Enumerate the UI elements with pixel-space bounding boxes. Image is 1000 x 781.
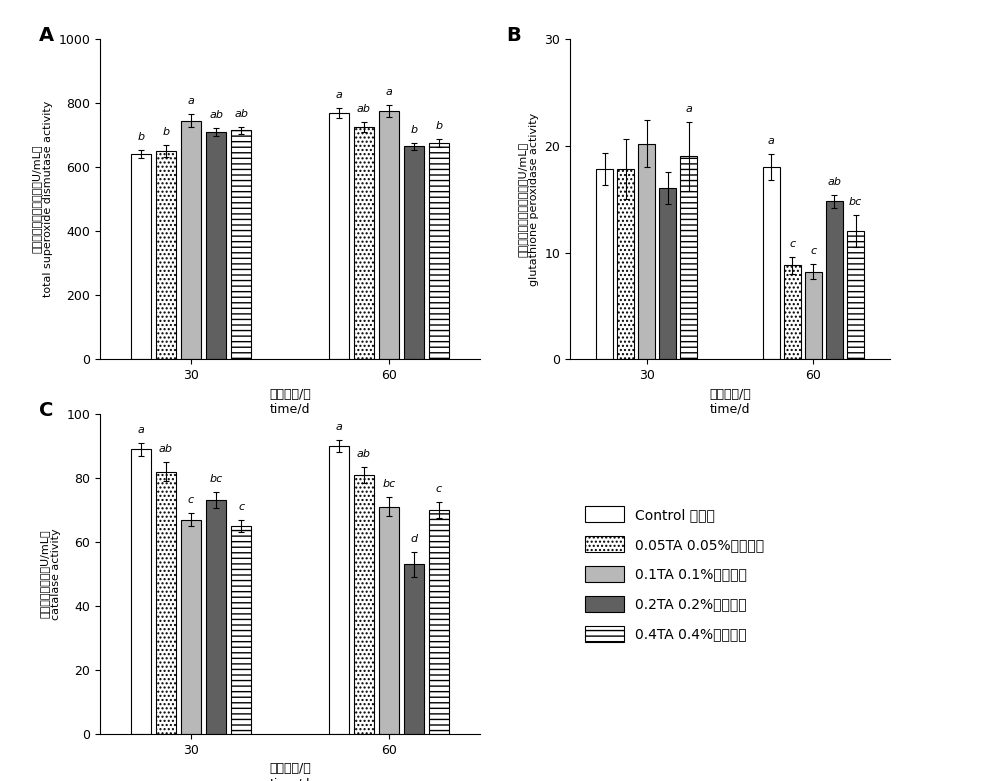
X-axis label: 养殖时间/天
time/d: 养殖时间/天 time/d bbox=[269, 387, 311, 415]
Y-axis label: 总超氧化物歧化酶活性（U/mL）
total superoxide dismutase activity: 总超氧化物歧化酶活性（U/mL） total superoxide dismut… bbox=[31, 101, 53, 298]
Text: ab: ab bbox=[827, 177, 841, 187]
Bar bbox=[379, 507, 399, 734]
Text: b: b bbox=[410, 125, 418, 135]
Y-axis label: 谷胱甘肽过氧化物酶活性（U/mL）
glutathione peroxidase activity: 谷胱甘肽过氧化物酶活性（U/mL） glutathione peroxidase… bbox=[517, 112, 539, 286]
Bar bbox=[231, 130, 251, 359]
Bar bbox=[354, 475, 374, 734]
Text: ab: ab bbox=[234, 109, 248, 119]
Text: C: C bbox=[39, 401, 54, 420]
Text: ab: ab bbox=[159, 444, 173, 454]
Text: b: b bbox=[435, 121, 443, 131]
X-axis label: 养殖时间/天
time/d: 养殖时间/天 time/d bbox=[269, 762, 311, 781]
Bar bbox=[404, 146, 424, 359]
Text: bc: bc bbox=[849, 197, 862, 207]
Bar bbox=[680, 156, 697, 359]
Text: A: A bbox=[39, 27, 54, 45]
Bar bbox=[354, 127, 374, 359]
Bar bbox=[131, 155, 151, 359]
Text: a: a bbox=[335, 422, 342, 432]
Bar bbox=[805, 272, 822, 359]
Legend: Control 对照组, 0.05TA 0.05%单宁酸组, 0.1TA 0.1%单宁酸组, 0.2TA 0.2%单宁酸组, 0.4TA 0.4%单宁酸组: Control 对照组, 0.05TA 0.05%单宁酸组, 0.1TA 0.1… bbox=[578, 499, 771, 649]
Text: bc: bc bbox=[382, 480, 396, 489]
Text: a: a bbox=[768, 137, 775, 146]
Y-axis label: 过氧化氢酶活力（U/mL）
catalase activity: 过氧化氢酶活力（U/mL） catalase activity bbox=[39, 528, 61, 620]
Bar bbox=[156, 152, 176, 359]
Bar bbox=[181, 121, 201, 359]
Bar bbox=[784, 266, 801, 359]
Text: c: c bbox=[238, 501, 244, 512]
Bar bbox=[826, 201, 843, 359]
Text: ab: ab bbox=[209, 110, 223, 120]
Text: ab: ab bbox=[357, 105, 371, 114]
Bar bbox=[617, 169, 634, 359]
Text: c: c bbox=[810, 246, 816, 256]
Text: d: d bbox=[410, 533, 418, 544]
Bar bbox=[329, 112, 349, 359]
X-axis label: 养殖时间/天
time/d: 养殖时间/天 time/d bbox=[709, 387, 751, 415]
Text: ab: ab bbox=[357, 449, 371, 458]
Text: a: a bbox=[685, 105, 692, 114]
Text: c: c bbox=[436, 484, 442, 494]
Bar bbox=[156, 472, 176, 734]
Bar bbox=[659, 188, 676, 359]
Bar bbox=[131, 449, 151, 734]
Bar bbox=[231, 526, 251, 734]
Text: bc: bc bbox=[209, 474, 223, 484]
Bar bbox=[181, 519, 201, 734]
Bar bbox=[206, 132, 226, 359]
Text: b: b bbox=[162, 127, 170, 137]
Bar bbox=[596, 169, 613, 359]
Text: b: b bbox=[137, 133, 145, 142]
Text: B: B bbox=[506, 27, 521, 45]
Bar bbox=[404, 565, 424, 734]
Bar bbox=[206, 501, 226, 734]
Text: a: a bbox=[138, 425, 144, 435]
Bar bbox=[847, 231, 864, 359]
Bar bbox=[763, 167, 780, 359]
Bar bbox=[638, 144, 655, 359]
Text: a: a bbox=[386, 87, 392, 98]
Bar bbox=[429, 143, 449, 359]
Bar bbox=[429, 510, 449, 734]
Text: a: a bbox=[335, 90, 342, 100]
Text: a: a bbox=[188, 96, 194, 106]
Text: c: c bbox=[789, 239, 795, 249]
Text: c: c bbox=[188, 495, 194, 505]
Bar bbox=[379, 111, 399, 359]
Bar bbox=[329, 446, 349, 734]
